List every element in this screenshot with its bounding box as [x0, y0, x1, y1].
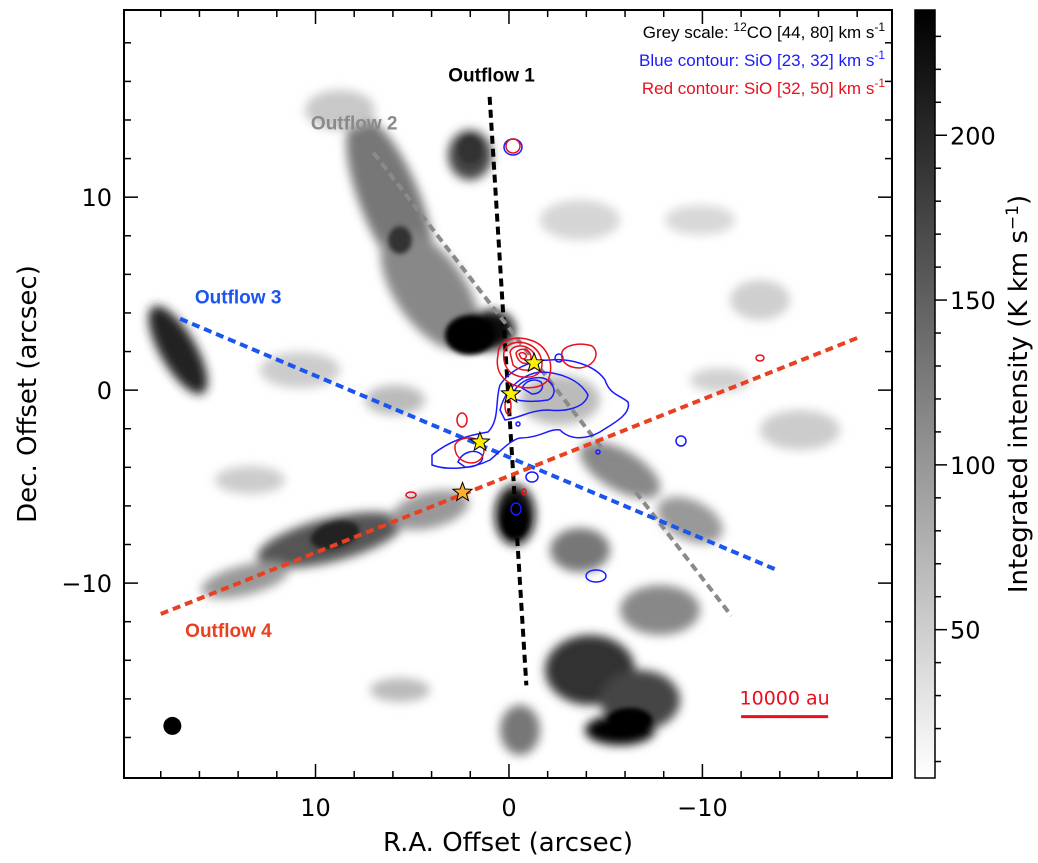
legend-grey-scale: Grey scale: 12CO [44, 80] km s-1 [643, 20, 886, 42]
legend-red-contour: Red contour: SiO [32, 50] km s-1 [642, 76, 885, 98]
blue-contour-3 [511, 376, 555, 403]
x-tick-label: −10 [677, 794, 728, 822]
outflow-label-1: Outflow 1 [448, 65, 535, 86]
blue-contour-knot [510, 502, 522, 516]
scale-bar: 10000 au [740, 688, 830, 719]
blue-contour-knot [595, 449, 601, 455]
blue-contour-outer [431, 358, 630, 470]
outflow-label-2: Outflow 2 [311, 114, 398, 135]
beam-ellipse [163, 716, 182, 735]
blue-contour-5 [457, 450, 484, 468]
co-emission-blobs [148, 90, 840, 755]
protostar-star-2 [500, 382, 522, 404]
blue-contour-knot [675, 435, 687, 447]
x-tick-label: 0 [501, 794, 516, 822]
colorbar-tick-label: 100 [950, 452, 996, 480]
red-contour-knot [755, 354, 765, 362]
red-contour-5 [518, 351, 527, 360]
y-axis-title: Dec. Offset (arcsec) [13, 265, 43, 523]
sio-red-contours [405, 138, 765, 499]
protostar-markers [451, 351, 545, 502]
plot-frame [123, 9, 893, 779]
y-tick-label: 0 [97, 377, 112, 405]
blue-contour-knot [585, 569, 607, 583]
blue-contour-knot [554, 353, 564, 363]
red-contour-east [560, 343, 597, 369]
red-contour-knot [521, 488, 527, 496]
outflow-label-4: Outflow 4 [185, 621, 272, 642]
protostar-star-4 [451, 480, 474, 502]
y-tick-label: −10 [61, 570, 112, 598]
outflow-axis-3 [179, 316, 777, 572]
colorbar-tick-label: 50 [950, 617, 981, 645]
red-contour-north [505, 138, 521, 154]
red-contour-knot [405, 491, 417, 499]
red-contour-4 [515, 348, 532, 365]
legend-blue-contour: Blue contour: SiO [23, 32] km s-1 [639, 48, 885, 70]
protostar-star-3 [469, 430, 491, 452]
blue-contour-knot [525, 471, 539, 483]
red-contour-knot [456, 412, 468, 428]
colorbar: 50 100 150 200 Integrated intensity (K km s… [914, 9, 1034, 779]
red-contour-outer [496, 337, 552, 389]
colorbar-ticks: 50 100 150 200 [935, 35, 996, 763]
colorbar-gradient [914, 9, 936, 779]
colorbar-tick-label: 200 [950, 122, 996, 150]
legend: Grey scale: 12CO [44, 80] km s-1 Blue co… [639, 20, 885, 98]
blue-contour-knot [515, 421, 521, 427]
axis-ticks [124, 10, 892, 778]
x-axis-title: R.A. Offset (arcsec) [383, 828, 633, 858]
outflow-axis-1 [487, 96, 529, 686]
colorbar-label: Integrated intensity (K km s−1) [1003, 195, 1034, 593]
outflow-axes: Outflow 1 Outflow 2 Outflow 3 Outflow 4 [160, 65, 858, 686]
co-emission-map [148, 90, 840, 755]
blue-contour-4 [521, 379, 544, 395]
x-tick-label: 10 [300, 794, 331, 822]
axis-tick-labels: 10 0 −10 10 0 −10 [61, 184, 727, 822]
protostar-star-1 [523, 351, 545, 373]
red-contour-2 [502, 341, 543, 378]
colorbar-tick-label: 150 [950, 287, 996, 315]
red-contour-south [454, 437, 485, 464]
outflow-axis-4 [160, 336, 858, 616]
outflow-label-3: Outflow 3 [195, 287, 282, 308]
scale-bar-label: 10000 au [740, 688, 830, 710]
y-tick-label: 10 [81, 184, 112, 212]
